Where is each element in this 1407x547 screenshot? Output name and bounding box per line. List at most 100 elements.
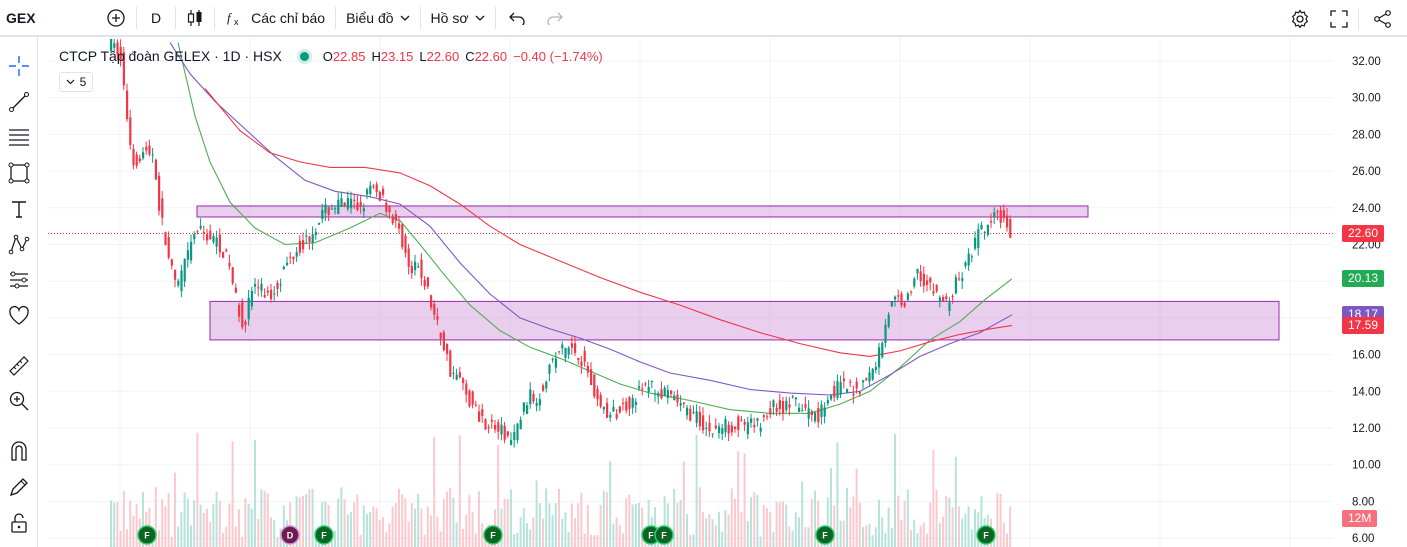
profile-button[interactable]: Hồ sơ	[421, 0, 495, 36]
volume-bar	[766, 508, 768, 547]
ruler-tool[interactable]	[7, 354, 31, 378]
volume-bar	[122, 491, 125, 547]
redo-button[interactable]	[538, 0, 572, 36]
volume-bar	[529, 529, 532, 547]
divider	[494, 6, 496, 29]
text-tool[interactable]	[7, 197, 31, 221]
candle-body	[938, 297, 941, 302]
volume-bar	[167, 492, 170, 547]
candle-body	[484, 419, 487, 430]
volume-bar	[740, 512, 743, 547]
pattern-tool[interactable]	[7, 232, 31, 256]
candle-body	[346, 198, 349, 209]
candle-body	[718, 426, 721, 434]
candle-body	[663, 387, 666, 397]
volume-bar	[836, 442, 839, 547]
candle-body	[890, 301, 893, 307]
volume-bar	[638, 502, 640, 547]
favorites-tool[interactable]	[7, 304, 31, 328]
settings-button[interactable]	[1280, 0, 1320, 37]
candle-body	[273, 293, 276, 295]
drawing-mode-tool[interactable]	[7, 475, 31, 499]
symbol-search[interactable]: GEX	[6, 9, 36, 26]
forecast-tool[interactable]	[7, 268, 31, 292]
candle-body	[753, 425, 756, 428]
volume-bar	[116, 502, 119, 547]
candle-body	[455, 374, 458, 380]
volume-bar	[798, 517, 800, 547]
volume-bar	[913, 519, 916, 547]
candle-body	[218, 234, 221, 253]
volume-bar	[302, 495, 304, 547]
svg-text:f: f	[227, 10, 233, 25]
candle-body	[378, 192, 381, 201]
candle-body	[417, 266, 420, 268]
compare-add-button[interactable]	[96, 0, 136, 36]
volume-bar	[244, 498, 247, 547]
trendline-tool[interactable]	[7, 90, 31, 114]
event-circle	[815, 525, 835, 545]
pattern-icon	[8, 234, 30, 255]
volume-bar	[711, 519, 714, 547]
candle-body	[958, 278, 961, 280]
chart-layout-button[interactable]: Biểu đồ	[336, 0, 419, 36]
volume-bar	[154, 487, 157, 547]
magnet-tool[interactable]	[7, 439, 31, 463]
candle-body	[874, 367, 877, 370]
candle-body	[490, 419, 493, 422]
candle-body	[516, 423, 519, 441]
zoom-tool[interactable]	[7, 389, 31, 413]
candle-body	[615, 413, 618, 419]
rectangle-tool[interactable]	[7, 161, 31, 185]
volume-bar	[782, 501, 784, 547]
candle-body	[266, 290, 269, 293]
volume-bar	[881, 517, 884, 547]
volume-bar	[759, 536, 762, 547]
zone-rectangle	[209, 300, 1280, 341]
candle-body	[196, 231, 199, 233]
interval-button[interactable]: D	[151, 9, 162, 26]
candle-body	[430, 295, 433, 308]
low-label: L	[419, 48, 427, 64]
fib-tool[interactable]	[7, 125, 31, 149]
candle-body	[676, 394, 679, 403]
candle-body	[842, 378, 845, 382]
candle-body	[497, 422, 500, 432]
crosshair-tool[interactable]	[7, 54, 31, 78]
price-axis[interactable]: 32.0030.0028.0026.0024.0022.0020.0018.00…	[1352, 56, 1381, 545]
volume-bar	[343, 499, 346, 547]
indicators-label: Các chỉ báo	[251, 9, 326, 26]
fullscreen-button[interactable]	[1320, 0, 1358, 37]
volume-bar	[474, 533, 477, 547]
candle-body	[599, 395, 602, 407]
candle-body	[670, 390, 673, 394]
crosshair-icon	[9, 56, 29, 76]
event-marker: F	[654, 525, 674, 545]
chart-type-button[interactable]	[176, 0, 214, 36]
volume-bar	[762, 505, 765, 547]
volume-bar	[420, 508, 423, 547]
candle-body	[849, 381, 852, 383]
divider	[214, 6, 216, 29]
volume-bar	[785, 504, 788, 547]
candle-body	[778, 400, 781, 410]
volume-bar	[753, 492, 756, 547]
share-button[interactable]	[1359, 0, 1407, 37]
candle-body	[148, 145, 151, 155]
candle-body	[522, 402, 525, 412]
volume-bar	[663, 495, 666, 547]
volume-bar	[622, 533, 624, 547]
volume-bar	[999, 493, 1002, 547]
price-zones[interactable]	[196, 205, 1280, 341]
undo-button[interactable]	[496, 0, 538, 36]
legend-collapse-button[interactable]: 5	[59, 72, 93, 92]
lock-tool[interactable]	[7, 511, 31, 535]
legend-title[interactable]: CTCP Tập đoàn GELEX · 1D · HSX	[59, 48, 282, 64]
volume-bar	[500, 508, 503, 547]
divider	[1358, 7, 1359, 30]
volume-bar	[215, 491, 218, 547]
volume-bar	[260, 489, 263, 547]
